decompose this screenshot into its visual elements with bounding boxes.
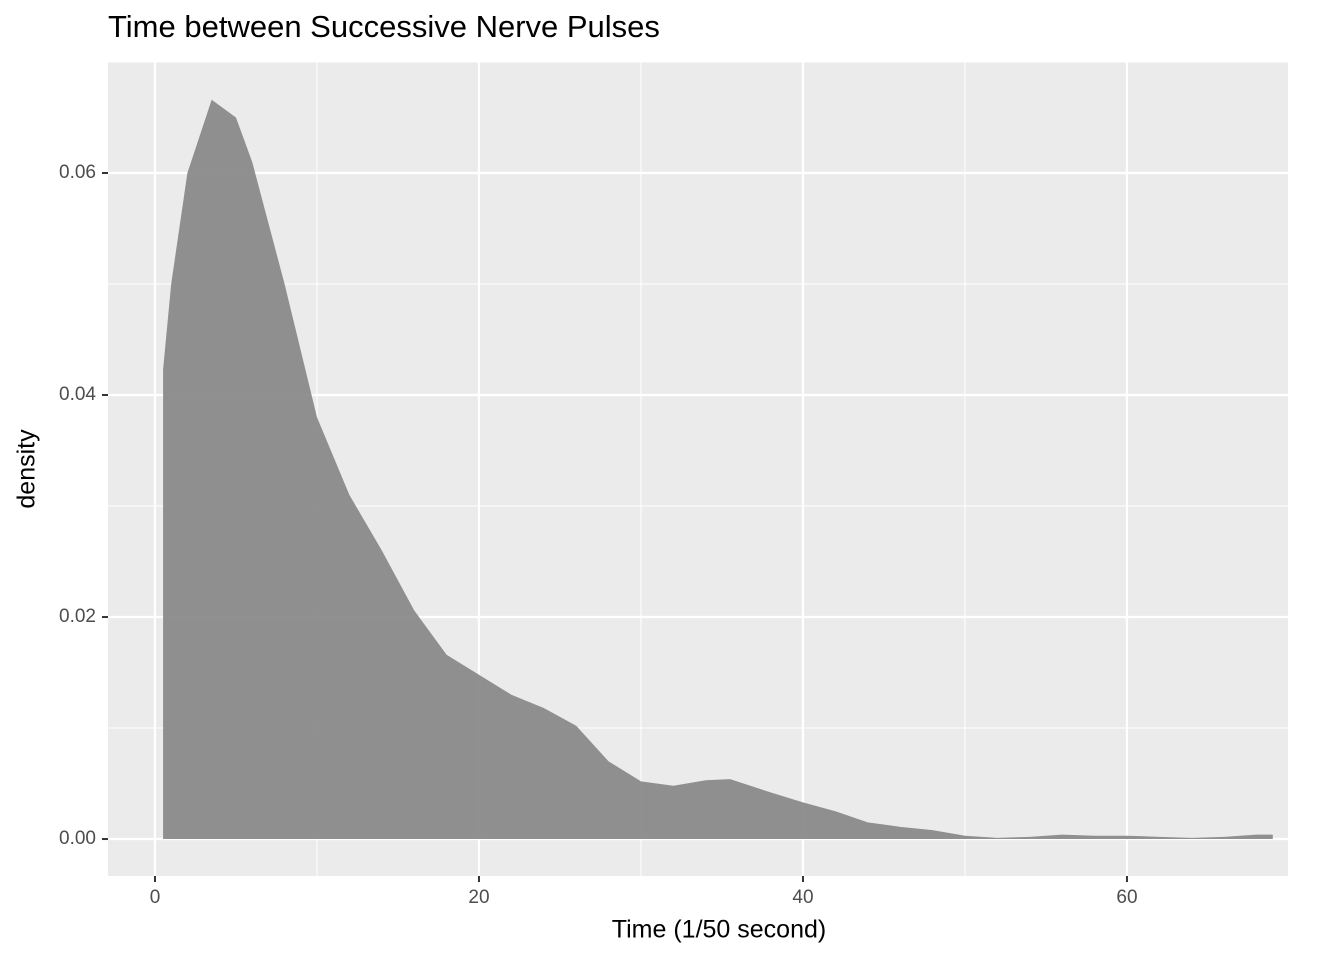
x-tick-label: 60 — [1116, 887, 1137, 908]
y-tick-label: 0.04 — [59, 384, 96, 405]
x-tick-label: 0 — [150, 887, 161, 908]
density-area — [163, 99, 1273, 840]
y-axis-title: density — [13, 429, 41, 509]
y-tick-label: 0.06 — [59, 162, 96, 183]
x-axis-title: Time (1/50 second) — [612, 916, 826, 944]
x-tick-label: 40 — [792, 887, 813, 908]
y-tick-label: 0.00 — [59, 828, 96, 849]
y-tick-label: 0.02 — [59, 606, 96, 627]
chart-title: Time between Successive Nerve Pulses — [108, 9, 660, 44]
x-tick-label: 20 — [468, 887, 489, 908]
